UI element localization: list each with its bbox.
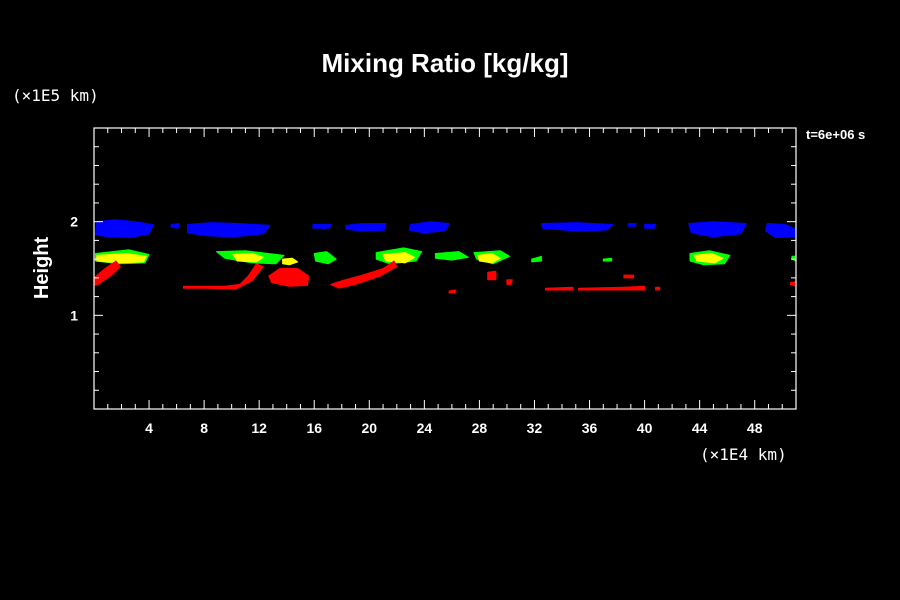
yellow-region-21: [96, 253, 147, 264]
red-region-37: [655, 286, 661, 291]
x-tick-label: 28: [472, 420, 488, 436]
blue-region-2: [187, 222, 271, 238]
x-tick-label: 4: [145, 420, 153, 436]
red-region-28: [183, 263, 264, 290]
chart-title: Mixing Ratio [kg/kg]: [322, 48, 569, 78]
y-axis-label: Height: [31, 237, 53, 300]
axis-ticks: [94, 128, 796, 409]
blue-region-6: [540, 222, 614, 232]
red-region-27: [93, 260, 121, 286]
y-axis-unit: (×1E5 km): [12, 86, 99, 105]
blue-region-1: [170, 223, 180, 229]
time-label: t=6e+06 s: [806, 127, 865, 142]
x-tick-label: 12: [251, 420, 267, 436]
plot-frame: [93, 127, 797, 410]
green-region-13: [313, 251, 337, 265]
red-region-32: [487, 270, 497, 281]
red-region-30: [330, 260, 398, 289]
yellow-region-22: [232, 253, 264, 263]
x-tick-label: 44: [692, 420, 708, 436]
red-region-35: [578, 285, 646, 291]
x-tick-label: 20: [362, 420, 378, 436]
yellow-region-23: [282, 257, 299, 266]
blue-region-0: [94, 219, 154, 239]
x-tick-label: 24: [417, 420, 433, 436]
y-tick-label: 2: [70, 214, 78, 230]
blue-region-4: [345, 223, 387, 232]
y-tick-label: 1: [70, 307, 78, 323]
x-tick-label: 40: [637, 420, 653, 436]
x-axis-unit: (×1E4 km): [700, 445, 787, 464]
red-region-31: [448, 289, 457, 294]
x-tick-label: 48: [747, 420, 763, 436]
x-tick-label: 32: [527, 420, 543, 436]
red-region-29: [268, 268, 310, 287]
red-region-34: [545, 286, 574, 291]
blue-region-3: [312, 224, 332, 229]
green-region-18: [602, 257, 613, 262]
contour-regions: [93, 219, 797, 294]
blue-region-5: [408, 221, 450, 234]
yellow-region-25: [477, 253, 501, 264]
red-region-38: [790, 281, 797, 287]
x-tick-label: 8: [200, 420, 208, 436]
red-region-36: [623, 274, 635, 279]
blue-region-7: [627, 223, 637, 227]
yellow-region-24: [382, 252, 416, 264]
blue-region-10: [765, 223, 797, 239]
x-tick-label: 36: [582, 420, 598, 436]
green-region-15: [434, 251, 469, 261]
yellow-region-26: [693, 253, 724, 264]
red-region-33: [506, 279, 513, 285]
blue-region-9: [688, 221, 747, 238]
green-region-17: [531, 255, 542, 263]
blue-region-8: [644, 224, 657, 229]
x-tick-label: 16: [306, 420, 322, 436]
